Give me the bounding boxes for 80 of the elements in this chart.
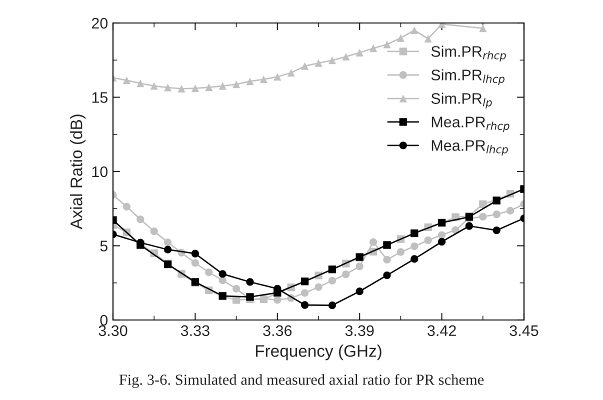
point: [164, 246, 172, 254]
y-tick-label: 0: [100, 314, 108, 326]
point: [356, 262, 364, 270]
point: [383, 40, 391, 48]
y-tick-label: 15: [92, 92, 108, 103]
caption: Fig. 3-6. Simulated and measured axial ratio for PR scheme: [119, 374, 484, 388]
point: [150, 82, 158, 90]
point: [410, 26, 418, 34]
point: [218, 270, 226, 278]
legend-label: Mea.PR$_{rhcp}$: [432, 116, 510, 132]
x-tick-label: 3.36: [263, 325, 292, 336]
point: [314, 59, 322, 67]
point: [164, 84, 172, 92]
legend-label: Sim.PR$_{rhcp}$: [431, 46, 506, 62]
point: [232, 284, 240, 292]
point: [246, 293, 254, 301]
point: [122, 76, 131, 84]
point: [438, 231, 446, 239]
legend-label: Sim.PR$_{lhcp}$: [431, 69, 505, 85]
point: [396, 248, 405, 256]
point: [424, 236, 432, 244]
point: [424, 34, 432, 43]
point: [191, 84, 200, 92]
x-tick-label: 3.30: [98, 325, 128, 336]
x-axis-title: Frequency (GHz): [256, 344, 382, 360]
x-tick-label: 3.42: [428, 325, 456, 336]
point: [328, 276, 336, 284]
point: [328, 301, 336, 310]
point: [164, 238, 172, 246]
point: [274, 296, 282, 304]
point: [205, 268, 213, 276]
point: [300, 62, 309, 70]
point: [246, 278, 254, 286]
x-tick-label: 3.33: [180, 325, 210, 336]
point: [260, 75, 268, 84]
point: [246, 78, 254, 86]
point: [438, 238, 446, 246]
point: [479, 200, 487, 208]
point: [356, 48, 364, 57]
point: [136, 79, 144, 88]
y-tick-label: 5: [100, 240, 108, 252]
point: [342, 270, 350, 278]
point: [356, 288, 364, 296]
point: [328, 56, 336, 64]
point: [506, 206, 514, 215]
point: [396, 34, 405, 42]
legend-label: Mea.PR$_{lhcp}$: [432, 140, 508, 156]
point: [410, 242, 418, 250]
point: [492, 226, 500, 234]
point: [492, 210, 500, 218]
point: [300, 301, 309, 309]
point: [314, 283, 322, 291]
point: [410, 255, 418, 263]
x-tick-label: 3.39: [345, 325, 374, 336]
point: [218, 276, 226, 284]
point: [369, 44, 378, 52]
point: [465, 222, 474, 230]
point: [274, 72, 282, 81]
y-tick-label: 20: [92, 18, 108, 29]
point: [191, 250, 200, 258]
point: [342, 52, 350, 61]
point: [150, 228, 158, 236]
y-tick-label: 10: [92, 166, 108, 178]
point: [122, 202, 131, 211]
point: [479, 212, 487, 220]
point: [479, 24, 487, 32]
point: [191, 259, 200, 267]
point: [383, 271, 391, 280]
point: [218, 82, 226, 90]
point: [232, 80, 240, 88]
point: [300, 289, 309, 297]
point: [383, 256, 391, 264]
point: [178, 84, 186, 92]
legend-label: Sim.PR$_{lp}$: [431, 92, 492, 109]
x-tick-label: 3.45: [510, 325, 538, 336]
y-axis-title: Axial Ratio (dB): [70, 114, 86, 230]
point: [287, 68, 295, 77]
point: [205, 83, 213, 92]
point: [136, 215, 144, 224]
point: [369, 238, 378, 246]
